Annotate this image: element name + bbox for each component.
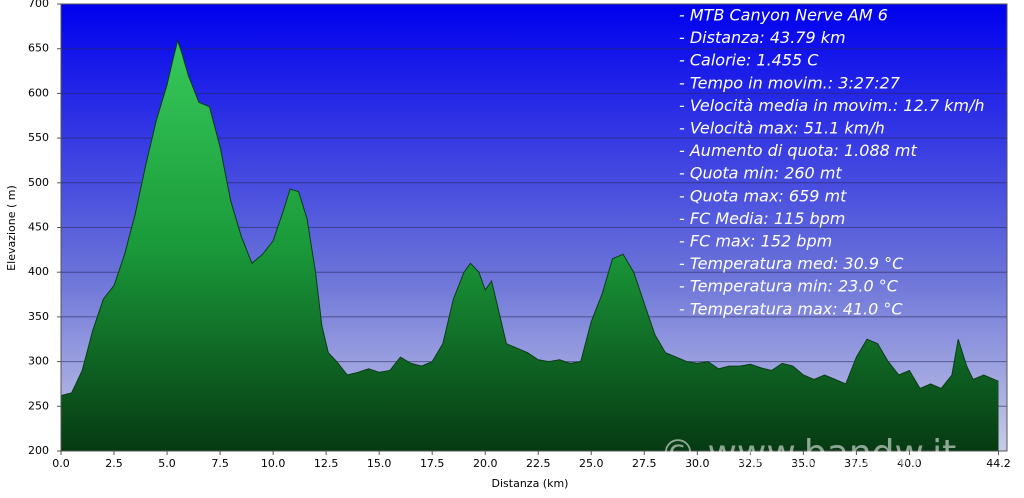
- x-tick-label: 37.5: [844, 457, 869, 470]
- area-fill: [61, 40, 999, 451]
- y-axis-title: Elevazione ( m): [5, 185, 18, 271]
- y-tick-label: 250: [28, 399, 49, 412]
- x-tick-label: 0.0: [52, 457, 70, 470]
- info-line: - Temperatura max: 41.0 °C: [679, 299, 903, 318]
- info-line: - Velocità max: 51.1 km/h: [679, 119, 885, 138]
- info-line: - Tempo in movim.: 3:27:27: [679, 73, 901, 92]
- info-line: - Aumento di quota: 1.088 mt: [679, 141, 917, 160]
- x-tick-label: 44.2: [986, 457, 1011, 470]
- area-line: [60, 38, 999, 397]
- y-tick-label: 600: [28, 86, 49, 99]
- info-line: - Quota min: 260 mt: [679, 164, 842, 183]
- x-tick-label: 17.5: [420, 457, 445, 470]
- info-line: - Temperatura med: 30.9 °C: [679, 254, 904, 273]
- info-line: - Quota max: 659 mt: [679, 186, 847, 205]
- x-tick-label: 15.0: [367, 457, 392, 470]
- x-axis-title: Distanza (km): [492, 477, 569, 490]
- info-line: - Velocità media in movim.: 12.7 km/h: [679, 96, 984, 115]
- y-tick-label: 450: [28, 221, 49, 234]
- info-line: - Distanza: 43.79 km: [679, 28, 846, 47]
- y-tick-label: 700: [28, 0, 49, 10]
- x-tick-label: 10.0: [261, 457, 286, 470]
- x-tick-label: 35.0: [791, 457, 816, 470]
- info-line: - Temperatura min: 23.0 °C: [679, 277, 899, 296]
- info-line: - Calorie: 1.455 C: [679, 51, 819, 70]
- x-tick-label: 2.5: [105, 457, 123, 470]
- y-tick-label: 500: [28, 176, 49, 189]
- info-line: - MTB Canyon Nerve AM 6: [679, 6, 888, 25]
- x-tick-label: 32.5: [738, 457, 763, 470]
- x-tick-label: 27.5: [632, 457, 657, 470]
- info-line: - FC max: 152 bpm: [679, 232, 832, 251]
- y-tick-label: 550: [28, 131, 49, 144]
- y-tick-label: 400: [28, 265, 49, 278]
- x-tick-label: 12.5: [314, 457, 339, 470]
- x-tick-label: 22.5: [526, 457, 551, 470]
- x-tick-label: 40.0: [897, 457, 922, 470]
- info-line: - FC Media: 115 bpm: [679, 209, 845, 228]
- y-tick-label: 350: [28, 310, 49, 323]
- x-tick-label: 20.0: [473, 457, 498, 470]
- y-tick-label: 200: [28, 444, 49, 457]
- x-tick-label: 30.0: [685, 457, 710, 470]
- x-tick-label: 25.0: [579, 457, 604, 470]
- x-tick-label: 5.0: [158, 457, 176, 470]
- y-tick-label: 300: [28, 355, 49, 368]
- x-tick-label: 7.5: [211, 457, 229, 470]
- y-tick-label: 650: [28, 42, 49, 55]
- watermark: © www.bandw.it: [660, 433, 956, 474]
